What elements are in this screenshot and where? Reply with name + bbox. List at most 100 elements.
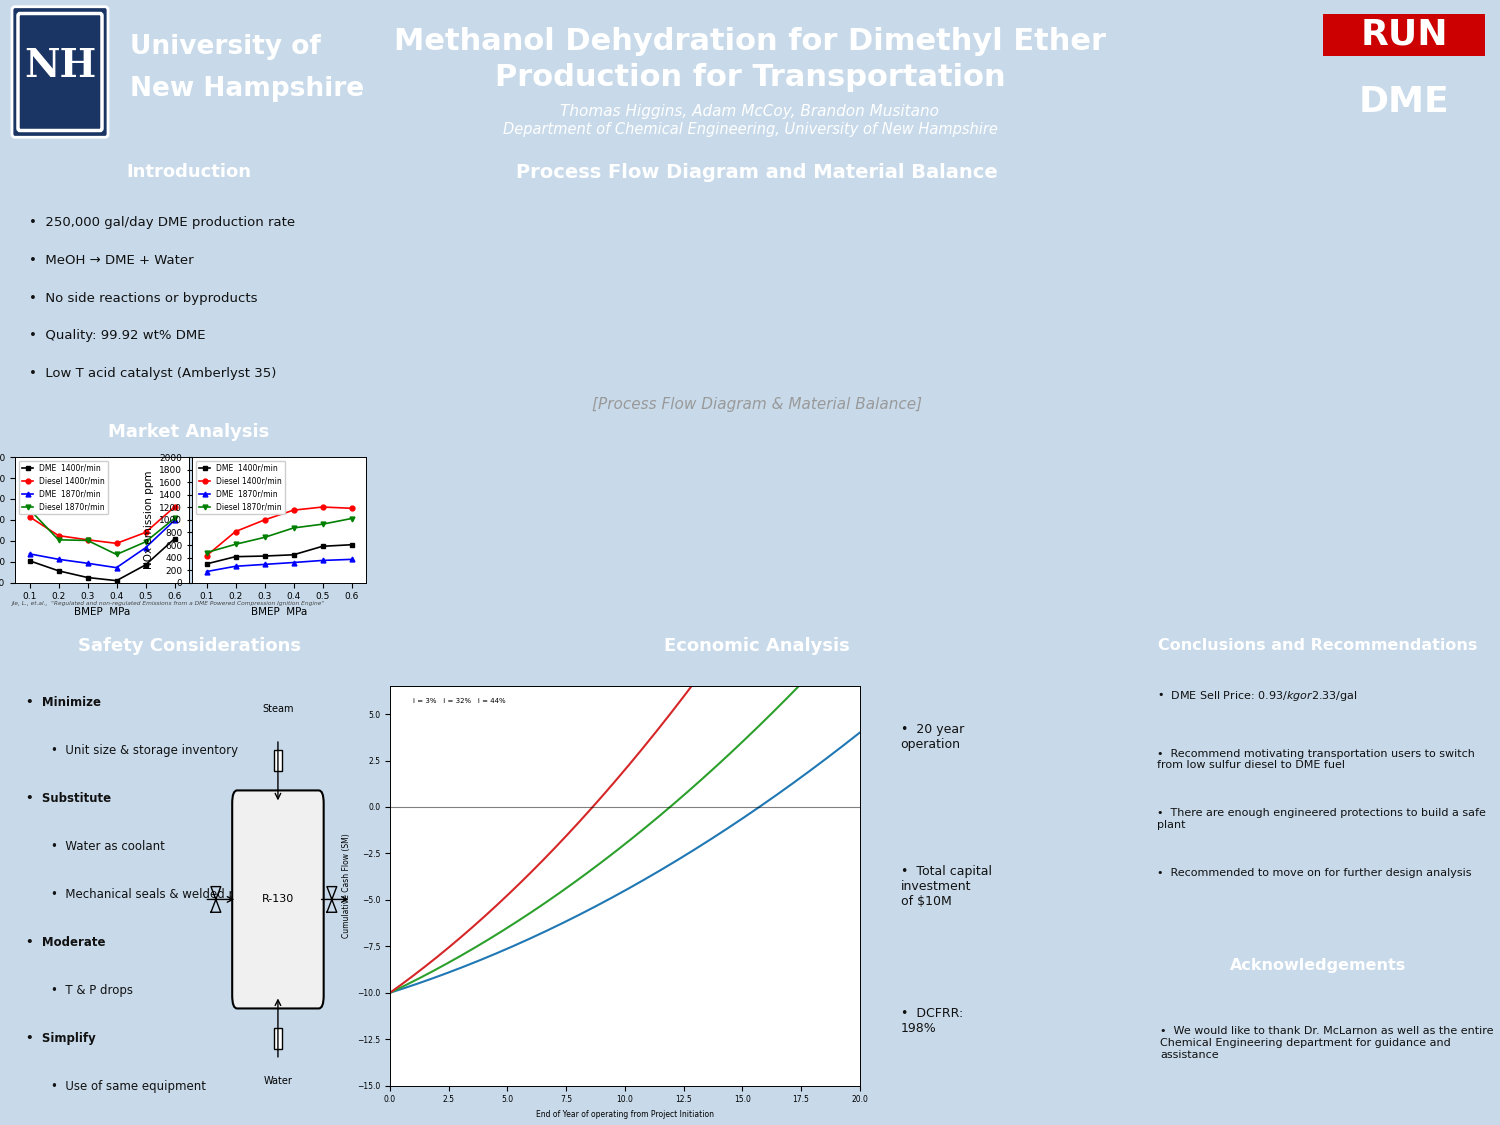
Diesel 1870r/min xyxy=(314,518,332,531)
Diesel 1400r/min xyxy=(314,501,332,514)
X-axis label: BMEP  MPa: BMEP MPa xyxy=(251,608,308,616)
Line: DME  1400r/min: DME 1400r/min xyxy=(204,542,354,566)
Text: •  T & P drops: • T & P drops xyxy=(51,984,134,997)
Text: RUN: RUN xyxy=(1360,18,1448,52)
Text: •  Quality: 99.92 wt% DME: • Quality: 99.92 wt% DME xyxy=(30,330,206,342)
Line: Diesel 1400r/min: Diesel 1400r/min xyxy=(27,504,177,546)
DME  1400r/min xyxy=(108,574,126,587)
Text: Steam: Steam xyxy=(262,704,294,714)
Diesel 1870r/min xyxy=(255,531,273,544)
X-axis label: End of Year of operating from Project Initiation: End of Year of operating from Project In… xyxy=(536,1110,714,1119)
Text: •  250,000 gal/day DME production rate: • 250,000 gal/day DME production rate xyxy=(30,216,296,229)
Text: Water: Water xyxy=(264,1077,292,1086)
DME  1400r/min xyxy=(285,548,303,561)
Text: •  Unit size & storage inventory: • Unit size & storage inventory xyxy=(51,744,238,757)
Diesel 1400r/min xyxy=(255,513,273,526)
Diesel 1870r/min xyxy=(21,503,39,516)
Text: R-130: R-130 xyxy=(262,894,294,904)
Diesel 1400r/min xyxy=(165,501,183,514)
Text: Jie, L., et.al.,  "Regulated and non-regulated Emissions from a DME Powered Comp: Jie, L., et.al., "Regulated and non-regu… xyxy=(12,601,326,606)
Line: DME  1870r/min: DME 1870r/min xyxy=(204,557,354,574)
Text: •  Low T acid catalyst (Amberlyst 35): • Low T acid catalyst (Amberlyst 35) xyxy=(30,367,276,380)
Diesel 1870r/min xyxy=(78,533,96,547)
DME  1870r/min xyxy=(198,565,216,578)
Text: Economic Analysis: Economic Analysis xyxy=(664,637,849,655)
Text: •  Use of same equipment: • Use of same equipment xyxy=(51,1080,206,1094)
X-axis label: BMEP  MPa: BMEP MPa xyxy=(74,608,130,616)
DME  1400r/min xyxy=(21,554,39,567)
Text: •  Substitute: • Substitute xyxy=(26,792,111,806)
Text: [Process Flow Diagram & Material Balance]: [Process Flow Diagram & Material Balance… xyxy=(591,397,922,412)
Y-axis label: NOx emission ppm: NOx emission ppm xyxy=(144,470,153,569)
DME  1870r/min xyxy=(165,514,183,528)
Text: University of: University of xyxy=(130,34,321,61)
Text: Production for Transportation: Production for Transportation xyxy=(495,63,1005,92)
DME  1400r/min xyxy=(342,538,360,551)
Text: •  20 year
operation: • 20 year operation xyxy=(900,722,964,750)
Text: •  DCFRR:
198%: • DCFRR: 198% xyxy=(900,1007,963,1035)
Diesel 1870r/min xyxy=(198,546,216,559)
DME  1400r/min xyxy=(78,570,96,584)
DME  1400r/min xyxy=(226,550,244,564)
Text: Process Flow Diagram and Material Balance: Process Flow Diagram and Material Balanc… xyxy=(516,163,998,181)
Legend: DME  1400r/min, Diesel 1400r/min, DME  1870r/min, Diesel 1870r/min: DME 1400r/min, Diesel 1400r/min, DME 187… xyxy=(196,461,285,514)
DME  1870r/min xyxy=(285,556,303,569)
DME  1400r/min xyxy=(314,540,332,554)
Text: NH: NH xyxy=(24,47,96,86)
Diesel 1870r/min xyxy=(226,538,244,551)
Diesel 1400r/min xyxy=(198,549,216,562)
Diesel 1870r/min xyxy=(50,533,68,547)
Text: Methanol Dehydration for Dimethyl Ether: Methanol Dehydration for Dimethyl Ether xyxy=(394,27,1106,56)
Legend: DME  1400r/min, Diesel 1400r/min, DME  1870r/min, Diesel 1870r/min: DME 1400r/min, Diesel 1400r/min, DME 187… xyxy=(20,461,108,514)
Diesel 1870r/min xyxy=(342,512,360,525)
Diesel 1400r/min xyxy=(226,524,244,538)
DME  1870r/min xyxy=(342,552,360,566)
DME  1870r/min xyxy=(21,547,39,560)
Diesel 1870r/min xyxy=(136,536,154,549)
DME  1870r/min xyxy=(136,541,154,555)
Diesel 1400r/min xyxy=(50,529,68,542)
FancyBboxPatch shape xyxy=(232,791,324,1008)
DME  1870r/min xyxy=(226,559,244,573)
Y-axis label: Cumulative Cash Flow (SM): Cumulative Cash Flow (SM) xyxy=(342,834,351,938)
DME  1870r/min xyxy=(50,552,68,566)
Text: DME: DME xyxy=(1359,84,1449,119)
Text: •  Moderate: • Moderate xyxy=(26,936,105,950)
Text: •  MeOH → DME + Water: • MeOH → DME + Water xyxy=(30,254,194,267)
DME  1870r/min xyxy=(314,554,332,567)
Diesel 1870r/min xyxy=(165,512,183,525)
DME  1870r/min xyxy=(255,558,273,572)
DME  1400r/min xyxy=(165,532,183,546)
Line: Diesel 1870r/min: Diesel 1870r/min xyxy=(27,507,177,557)
Text: •  Recommend motivating transportation users to switch from low sulfur diesel to: • Recommend motivating transportation us… xyxy=(1156,748,1474,771)
Text: •  Total capital
investment
of $10M: • Total capital investment of $10M xyxy=(900,865,992,908)
DME  1400r/min xyxy=(198,557,216,570)
Text: Market Analysis: Market Analysis xyxy=(108,423,270,441)
Text: •  Simplify: • Simplify xyxy=(26,1032,96,1045)
Diesel 1870r/min xyxy=(108,548,126,561)
Diesel 1400r/min xyxy=(21,510,39,523)
Diesel 1400r/min xyxy=(108,537,126,550)
DME  1870r/min xyxy=(108,561,126,575)
Text: Safety Considerations: Safety Considerations xyxy=(78,637,300,655)
Text: •  No side reactions or byproducts: • No side reactions or byproducts xyxy=(30,291,258,305)
Diesel 1400r/min xyxy=(342,502,360,515)
Text: •  Recommended to move on for further design analysis: • Recommended to move on for further des… xyxy=(1156,867,1472,878)
Text: Department of Chemical Engineering, University of New Hampshire: Department of Chemical Engineering, Univ… xyxy=(503,122,998,137)
Text: •  Mechanical seals & welded pipes: • Mechanical seals & welded pipes xyxy=(51,888,261,901)
Text: Introduction: Introduction xyxy=(126,163,252,181)
Line: Diesel 1870r/min: Diesel 1870r/min xyxy=(204,516,354,555)
Text: Acknowledgements: Acknowledgements xyxy=(1230,957,1406,973)
Line: DME  1400r/min: DME 1400r/min xyxy=(27,537,177,583)
Diesel 1400r/min xyxy=(136,525,154,539)
Text: •  We would like to thank Dr. McLarnon as well as the entire Chemical Engineerin: • We would like to thank Dr. McLarnon as… xyxy=(1161,1026,1494,1060)
DME  1400r/min xyxy=(136,558,154,572)
Text: Thomas Higgins, Adam McCoy, Brandon Musitano: Thomas Higgins, Adam McCoy, Brandon Musi… xyxy=(561,104,939,119)
Line: DME  1870r/min: DME 1870r/min xyxy=(27,518,177,570)
Text: •  Minimize: • Minimize xyxy=(26,696,100,709)
Line: Diesel 1400r/min: Diesel 1400r/min xyxy=(204,505,354,558)
Text: Conclusions and Recommendations: Conclusions and Recommendations xyxy=(1158,638,1478,654)
Text: •  Water as coolant: • Water as coolant xyxy=(51,840,165,853)
DME  1400r/min xyxy=(50,564,68,577)
Diesel 1400r/min xyxy=(78,533,96,547)
